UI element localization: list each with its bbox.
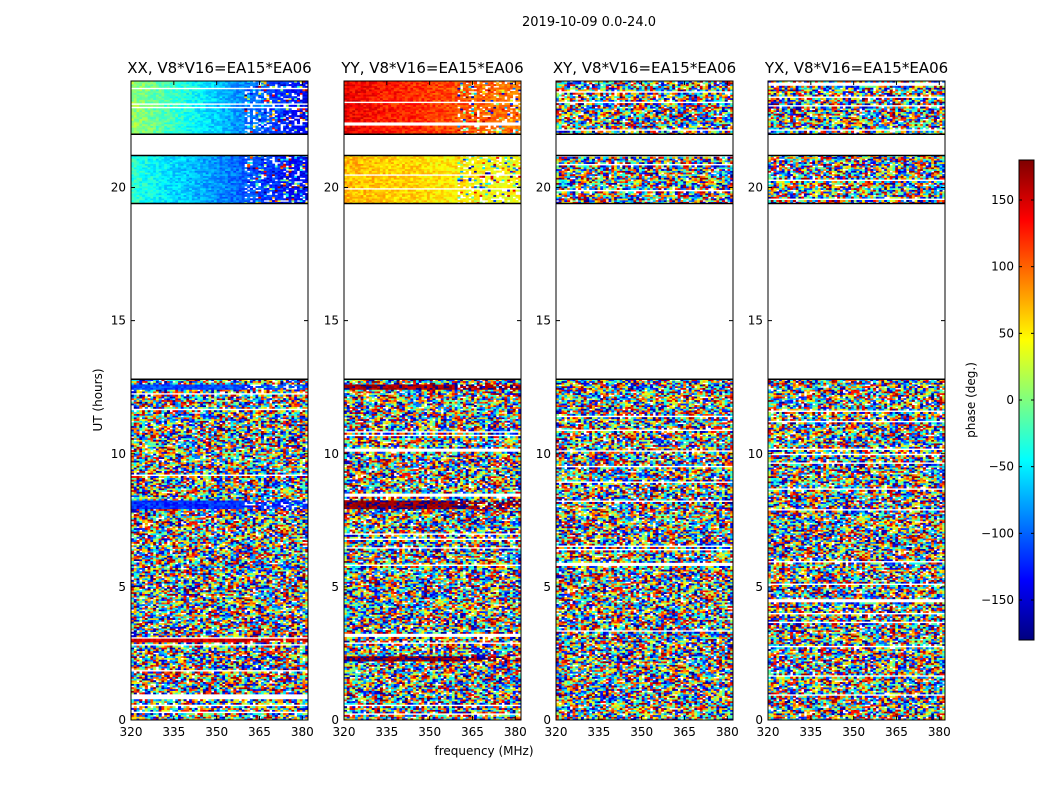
y-tick-label: 15 (324, 314, 339, 328)
colorbar-tick-label: 100 (991, 260, 1014, 274)
x-tick-label: 335 (799, 725, 822, 739)
colorbar-tick-label: 50 (999, 326, 1014, 340)
phase-heatmap (556, 81, 733, 720)
x-tick-label: 350 (418, 725, 441, 739)
colorbar-tick-label: 0 (1006, 393, 1014, 407)
x-tick-label: 335 (375, 725, 398, 739)
panel-4: YX, V8*V16=EA15*EA06 320 335 350 365 380 0 5 10 1… (748, 59, 951, 739)
y-axis-label: UT (hours) (91, 368, 105, 431)
panel-2: YY, V8*V16=EA15*EA06 320 335 350 365 380 0 5 10 1… (324, 59, 527, 739)
y-tick-label: 20 (324, 181, 339, 195)
y-tick-label: 10 (324, 447, 339, 461)
x-tick-label: 320 (757, 725, 780, 739)
x-tick-label: 380 (291, 725, 314, 739)
x-tick-label: 380 (716, 725, 739, 739)
y-tick-label: 15 (536, 314, 551, 328)
colorbar-tick-label: −100 (981, 526, 1014, 540)
x-tick-label: 365 (885, 725, 908, 739)
x-tick-label: 365 (461, 725, 484, 739)
x-tick-label: 350 (842, 725, 865, 739)
panels-group: XX, V8*V16=EA15*EA06 320 335 350 365 380 0 5 10 1… (111, 59, 951, 739)
panel-title: XY, V8*V16=EA15*EA06 (553, 59, 736, 77)
y-tick-label: 0 (755, 713, 763, 727)
colorbar-tick-label: 150 (991, 193, 1014, 207)
x-tick-label: 365 (248, 725, 271, 739)
x-tick-label: 350 (205, 725, 228, 739)
x-tick-label: 320 (120, 725, 143, 739)
x-tick-label: 380 (928, 725, 951, 739)
figure-suptitle: 2019-10-09 0.0-24.0 (522, 15, 656, 30)
y-tick-label: 0 (543, 713, 551, 727)
y-tick-label: 15 (111, 314, 126, 328)
panel-title: XX, V8*V16=EA15*EA06 (127, 59, 311, 77)
colorbar-tick-label: −50 (989, 460, 1014, 474)
x-tick-label: 350 (630, 725, 653, 739)
x-tick-label: 365 (673, 725, 696, 739)
y-tick-label: 0 (118, 713, 126, 727)
phase-heatmap (344, 81, 521, 720)
y-tick-label: 20 (111, 181, 126, 195)
y-tick-label: 10 (748, 447, 763, 461)
y-tick-label: 5 (543, 580, 551, 594)
panel-3: XY, V8*V16=EA15*EA06 320 335 350 365 380 0 5 10 1… (536, 59, 739, 739)
x-tick-label: 335 (162, 725, 185, 739)
colorbar: −150 −100 −50 0 50 100 150 (981, 160, 1034, 640)
y-tick-label: 20 (536, 181, 551, 195)
y-tick-label: 5 (755, 580, 763, 594)
x-tick-label: 335 (587, 725, 610, 739)
y-tick-label: 0 (331, 713, 339, 727)
y-tick-label: 20 (748, 181, 763, 195)
phase-heatmap (131, 81, 308, 720)
x-tick-label: 320 (333, 725, 356, 739)
colorbar-label: phase (deg.) (964, 362, 978, 438)
y-tick-label: 10 (111, 447, 126, 461)
y-tick-label: 10 (536, 447, 551, 461)
x-tick-label: 380 (504, 725, 527, 739)
panel-title: YY, V8*V16=EA15*EA06 (340, 59, 523, 77)
x-tick-label: 320 (545, 725, 568, 739)
y-tick-label: 5 (331, 580, 339, 594)
panel-1: XX, V8*V16=EA15*EA06 320 335 350 365 380 0 5 10 1… (111, 59, 314, 739)
phase-heatmap (768, 81, 945, 720)
x-axis-label: frequency (MHz) (434, 744, 533, 758)
colorbar-tick-label: −150 (981, 593, 1014, 607)
y-tick-label: 5 (118, 580, 126, 594)
y-tick-label: 15 (748, 314, 763, 328)
panel-title: YX, V8*V16=EA15*EA06 (764, 59, 948, 77)
